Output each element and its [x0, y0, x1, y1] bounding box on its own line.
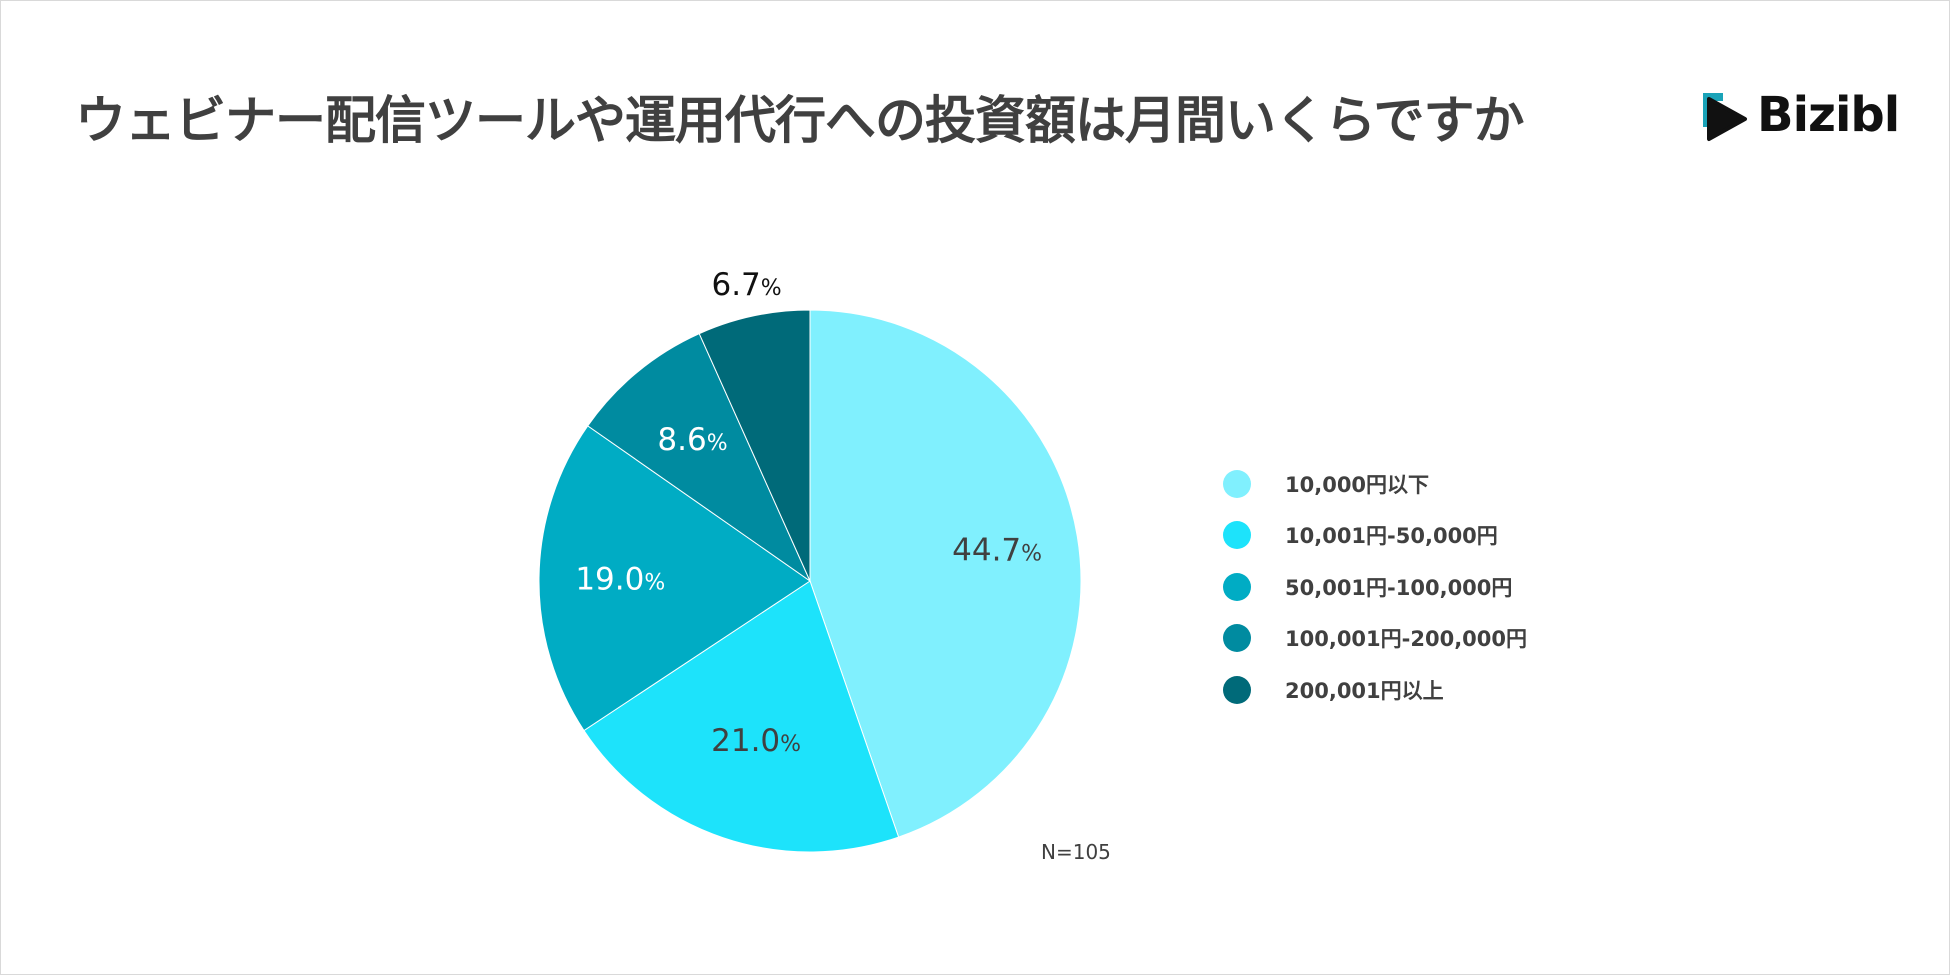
pie-slice — [809, 309, 1082, 838]
legend-item: 10,001円-50,000円 — [1223, 510, 1527, 562]
pie-slice — [538, 425, 811, 732]
legend-label: 200,001円以上 — [1285, 678, 1444, 703]
legend-swatch — [1223, 572, 1251, 601]
pie-slice — [583, 580, 900, 853]
legend-swatch — [1223, 469, 1251, 498]
legend-label: 100,001円-200,000円 — [1285, 627, 1528, 652]
slice-value-label: 6.7% — [711, 267, 781, 303]
chart-legend: 10,000円以下 10,001円-50,000円 50,001円-100,000円… — [1223, 458, 1527, 716]
legend-label: 10,000円以下 — [1285, 472, 1430, 497]
logo: Bizibl — [1697, 85, 1900, 145]
legend-swatch — [1223, 624, 1251, 653]
slice-value-label: 19.0% — [575, 562, 665, 598]
legend-item: 50,001円-100,000円 — [1223, 561, 1527, 613]
pie-slice — [587, 332, 812, 583]
logo-text: Bizibl — [1757, 87, 1900, 143]
chart-title: ウェビナー配信ツールや運用代行への投資額は月間いくらですか — [75, 92, 1524, 151]
legend-item: 10,000円以下 — [1223, 458, 1527, 510]
slice-value-label: 21.0% — [711, 723, 801, 759]
legend-item: 200,001円以上 — [1223, 664, 1527, 716]
legend-swatch — [1223, 521, 1251, 550]
legend-label: 10,001円-50,000円 — [1285, 524, 1498, 549]
play-triangle-icon — [1703, 93, 1747, 141]
legend-item: 100,001円-200,000円 — [1223, 613, 1527, 665]
sample-size-note: N=105 — [1041, 840, 1111, 864]
slice-value-label: 44.7% — [952, 533, 1042, 569]
legend-swatch — [1223, 675, 1251, 704]
slice-value-label: 8.6% — [657, 422, 727, 458]
legend-label: 50,001円-100,000円 — [1285, 575, 1513, 600]
pie-slice — [698, 309, 811, 582]
